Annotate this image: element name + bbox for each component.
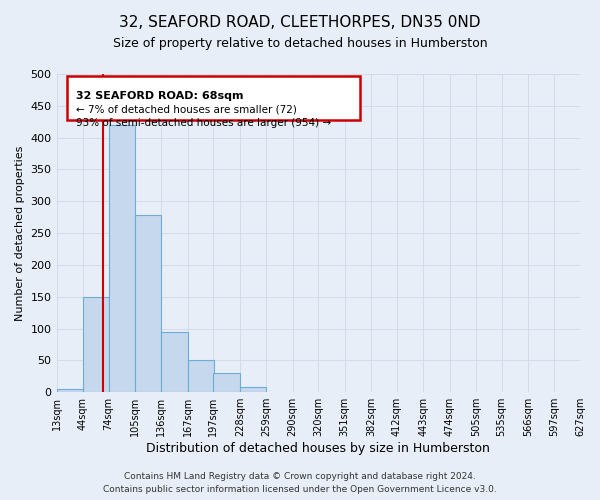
- Text: 32 SEAFORD ROAD: 68sqm: 32 SEAFORD ROAD: 68sqm: [76, 90, 244, 101]
- Text: 32, SEAFORD ROAD, CLEETHORPES, DN35 0ND: 32, SEAFORD ROAD, CLEETHORPES, DN35 0ND: [119, 15, 481, 30]
- Text: Size of property relative to detached houses in Humberston: Size of property relative to detached ho…: [113, 38, 487, 51]
- Bar: [56, 389, 83, 392]
- Bar: [240, 387, 266, 392]
- Bar: [83, 296, 109, 392]
- Text: ← 7% of detached houses are smaller (72): ← 7% of detached houses are smaller (72): [76, 104, 297, 115]
- Bar: [161, 332, 188, 392]
- Bar: [188, 360, 214, 392]
- Text: Contains public sector information licensed under the Open Government Licence v3: Contains public sector information licen…: [103, 485, 497, 494]
- Bar: [109, 125, 135, 392]
- Bar: [214, 373, 240, 392]
- Text: 93% of semi-detached houses are larger (954) →: 93% of semi-detached houses are larger (…: [76, 118, 331, 128]
- Bar: [135, 216, 161, 392]
- X-axis label: Distribution of detached houses by size in Humberston: Distribution of detached houses by size …: [146, 442, 490, 455]
- Text: Contains HM Land Registry data © Crown copyright and database right 2024.: Contains HM Land Registry data © Crown c…: [124, 472, 476, 481]
- Y-axis label: Number of detached properties: Number of detached properties: [15, 146, 25, 321]
